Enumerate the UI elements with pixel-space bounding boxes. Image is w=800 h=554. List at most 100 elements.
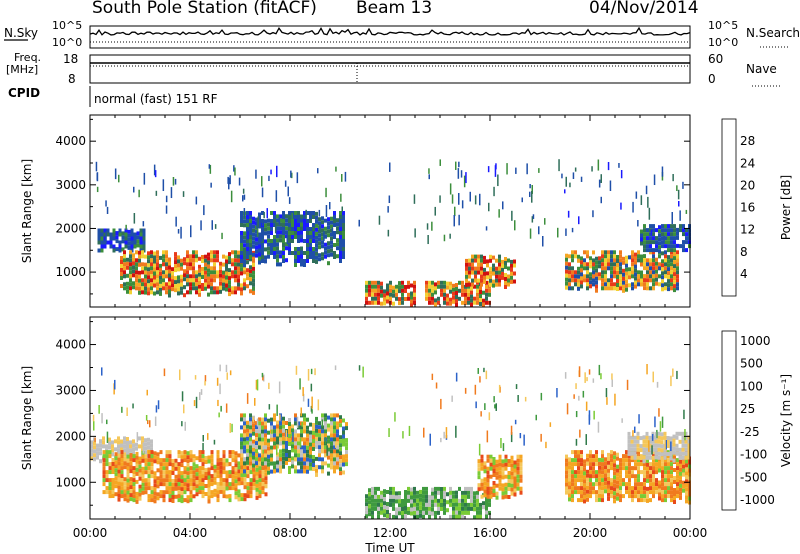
velocity-echo-cell: [681, 447, 685, 452]
velocity-echo-cell: [276, 440, 279, 445]
velocity-echo-cell: [667, 490, 670, 495]
power-scatter-echo: [580, 176, 583, 182]
velocity-echo-cell: [270, 461, 273, 466]
power-echo-cell: [634, 272, 637, 277]
velocity-echo-cell: [126, 445, 129, 449]
velocity-echo-cell: [342, 434, 345, 439]
velocity-echo-cell: [288, 450, 291, 454]
velocity-echo-cell: [255, 463, 259, 468]
velocity-echo-cell: [282, 424, 285, 429]
velocity-echo-cell: [102, 462, 106, 467]
power-echo-cell: [465, 282, 468, 287]
velocity-echo-cell: [655, 486, 658, 491]
velocity-echo-cell: [267, 458, 270, 463]
velocity-echo-cell: [486, 474, 490, 479]
power-echo-cell: [342, 231, 345, 235]
velocity-echo-cell: [586, 481, 589, 486]
freq-tick-top: 18: [63, 52, 79, 66]
velocity-echo-cell: [592, 454, 595, 459]
velocity-echo-cell: [171, 467, 175, 471]
power-echo-cell: [216, 290, 219, 295]
velocity-echo-cell: [243, 441, 246, 446]
power-echo-cell: [150, 250, 153, 255]
velocity-echo-cell: [676, 458, 679, 463]
power-echo-cell: [601, 254, 604, 259]
power-echo-cell: [162, 278, 165, 283]
power-echo-cell: [670, 240, 673, 245]
velocity-echo-cell: [413, 502, 416, 507]
velocity-echo-cell: [186, 471, 190, 476]
velocity-echo-cell: [449, 502, 452, 507]
power-echo-cell: [270, 219, 273, 223]
power-echo-cell: [189, 282, 192, 287]
power-echo-cell: [97, 240, 101, 245]
velocity-echo-cell: [132, 458, 136, 463]
velocity-echo-cell: [126, 474, 130, 479]
velocity-echo-cell: [90, 452, 93, 457]
power-echo-cell: [598, 256, 601, 261]
velocity-echo-cell: [684, 443, 688, 448]
power-echo-cell: [479, 294, 482, 298]
velocity-echo-cell: [120, 454, 124, 459]
velocity-echo-cell: [598, 489, 601, 494]
velocity-echo-cell: [658, 484, 661, 489]
velocity-echo-cell: [120, 486, 124, 491]
power-scatter-echo: [319, 223, 321, 230]
power-echo-cell: [276, 254, 279, 259]
velocity-echo-cell: [577, 490, 580, 495]
velocity-echo-cell: [138, 472, 142, 477]
velocity-echo-cell: [141, 440, 144, 445]
power-echo-cell: [664, 270, 667, 275]
power-echo-cell: [210, 254, 213, 259]
power-echo-cell: [135, 250, 138, 255]
power-echo-cell: [643, 266, 646, 271]
velocity-echo-cell: [126, 466, 130, 471]
power-echo-cell: [228, 292, 231, 297]
velocity-echo-cell: [126, 437, 129, 441]
power-echo-cell: [282, 243, 285, 247]
velocity-echo-cell: [315, 416, 318, 421]
velocity-echo-cell: [306, 453, 309, 458]
power-scatter-echo: [287, 186, 289, 197]
power-echo-cell: [195, 250, 198, 255]
velocity-echo-cell: [568, 481, 571, 486]
power-echo-cell: [150, 262, 153, 267]
velocity-echo-cell: [117, 497, 121, 502]
velocity-echo-cell: [270, 457, 273, 462]
velocity-scatter-echo: [429, 433, 431, 446]
power-echo-cell: [504, 285, 507, 289]
velocity-echo-cell: [288, 442, 291, 446]
power-echo-cell: [273, 215, 276, 219]
power-scatter-echo: [388, 195, 391, 204]
velocity-echo-cell: [102, 474, 106, 479]
velocity-echo-cell: [171, 463, 175, 467]
power-echo-cell: [568, 286, 571, 291]
velocity-echo-cell: [604, 477, 607, 482]
velocity-echo-cell: [422, 514, 425, 519]
velocity-scatter-echo: [268, 382, 270, 390]
velocity-echo-cell: [476, 502, 479, 507]
power-echo-cell: [495, 258, 498, 263]
velocity-scatter-echo: [498, 384, 501, 393]
power-echo-cell: [186, 270, 189, 275]
power-echo-cell: [282, 259, 285, 263]
power-echo-cell: [625, 271, 628, 276]
power-echo-cell: [619, 282, 622, 287]
velocity-echo-cell: [330, 429, 333, 434]
velocity-echo-cell: [336, 421, 339, 426]
velocity-echo-cell: [237, 469, 241, 474]
velocity-echo-cell: [336, 437, 339, 442]
velocity-echo-cell: [613, 467, 616, 472]
velocity-echo-cell: [410, 487, 413, 492]
velocity-echo-cell: [135, 479, 139, 484]
power-echo-cell: [676, 243, 679, 248]
velocity-echo-cell: [114, 464, 118, 469]
power-echo-cell: [465, 278, 468, 283]
velocity-echo-cell: [288, 438, 291, 442]
freq-tick-bottom: 8: [68, 72, 76, 86]
velocity-echo-cell: [333, 437, 336, 442]
power-echo-cell: [177, 259, 180, 264]
velocity-echo-cell: [135, 442, 138, 447]
power-echo-cell: [300, 254, 303, 259]
velocity-echo-cell: [243, 477, 247, 482]
